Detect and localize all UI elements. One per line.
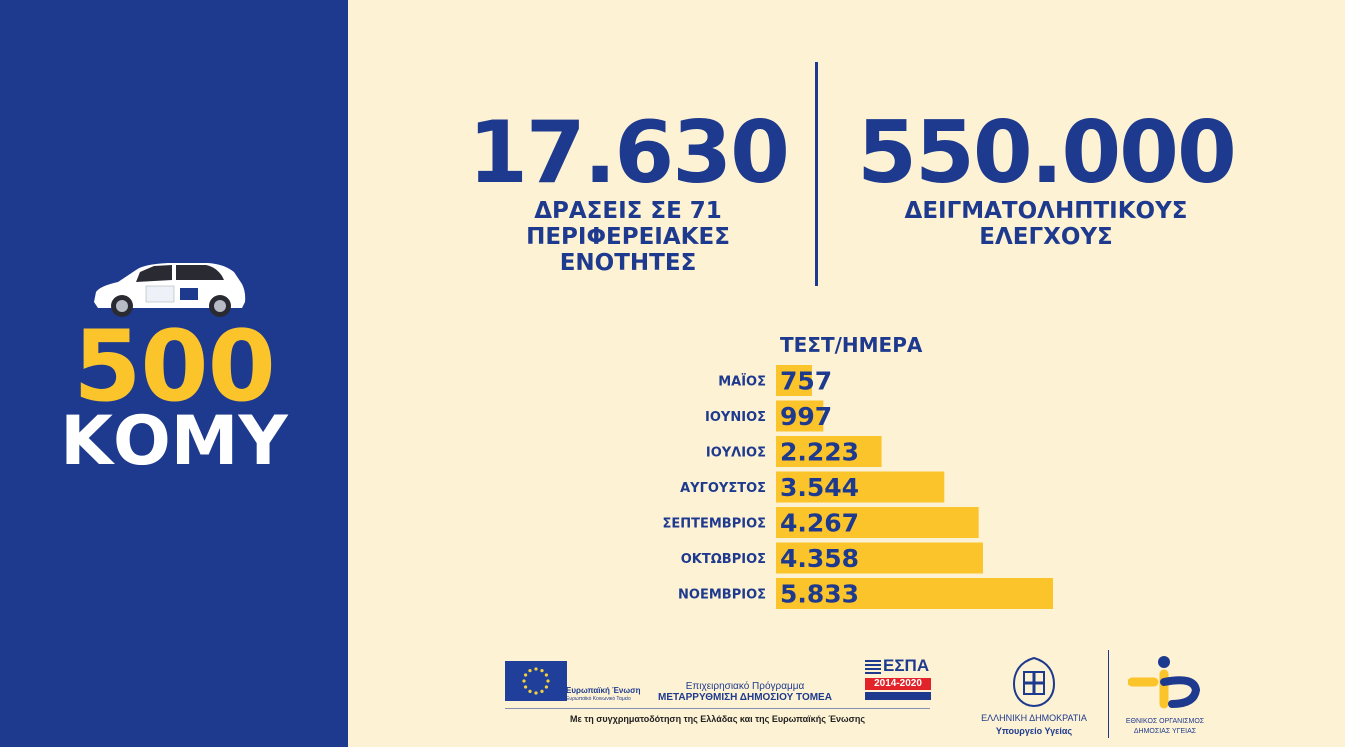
eu-star-icon [534, 667, 538, 671]
espa-years: 2014-2020 [874, 678, 922, 689]
stats-divider [815, 62, 818, 286]
eody-logo-icon [1128, 656, 1201, 709]
category-label: ΑΥΓΟΥΣΤΟΣ [680, 481, 766, 496]
eody-line1: ΕΘΝΙΚΟΣ ΟΡΓΑΝΙΣΜΟΣ [1125, 718, 1205, 725]
eu-star-icon [544, 685, 548, 689]
footer-divider [1108, 650, 1109, 738]
samples-stat: 550.000 ΔΕΙΓΜΑΤΟΛΗΠΤΙΚΟΥΣ ΕΛΕΓΧΟΥΣ [830, 110, 1262, 250]
samples-label: ΔΕΙΓΜΑΤΟΛΗΠΤΙΚΟΥΣ ΕΛΕΓΧΟΥΣ [904, 198, 1188, 250]
eu-flag-icon [505, 661, 567, 701]
value-label: 2.223 [780, 438, 859, 467]
value-label: 5.833 [780, 580, 859, 609]
eu-star-icon [540, 689, 544, 693]
category-label: ΙΟΥΝΙΟΣ [705, 410, 766, 425]
category-label: ΝΟΕΜΒΡΙΟΣ [678, 588, 766, 603]
komy-label: ΚΟΜΥ [60, 402, 288, 481]
eu-label: Ευρωπαϊκή Ένωση [566, 686, 641, 695]
cofinance-note: Με τη συγχρηματοδότηση της Ελλάδας και τ… [569, 714, 865, 724]
bar [776, 507, 979, 538]
value-label: 3.544 [780, 473, 859, 502]
category-label: ΣΕΠΤΕΜΒΡΙΟΣ [662, 517, 766, 532]
eu-star-icon [546, 679, 550, 683]
hellenic-emblem-icon [1012, 656, 1056, 708]
bar [776, 436, 882, 467]
value-label: 997 [780, 402, 832, 431]
eu-star-icon [534, 691, 538, 695]
espa-subbar [865, 692, 931, 700]
bar [776, 542, 983, 574]
republic-label: ΕΛΛΗΝΙΚΗ ΔΗΜΟΚΡΑΤΙΑ [981, 713, 1087, 723]
eu-star-icon [522, 679, 526, 683]
ministry-label: Υπουργείο Υγείας [995, 726, 1073, 736]
eu-star-icon [528, 689, 532, 693]
category-label: ΜΑΪΟΣ [718, 374, 766, 390]
espa-years-bar [865, 678, 931, 690]
actions-label: ΔΡΑΣΕΙΣ ΣΕ 71 ΠΕΡΙΦΕΡΕΙΑΚΕΣ ΕΝΟΤΗΤΕΣ [526, 198, 730, 276]
eody-line2: ΔΗΜΟΣΙΑΣ ΥΓΕΙΑΣ [1133, 728, 1197, 735]
espa-title: ΕΣΠΑ [883, 656, 930, 675]
eu-star-icon [524, 673, 528, 677]
program-line1: Επιχειρησιακό Πρόγραμμα [685, 681, 805, 692]
eu-star-icon [540, 669, 544, 673]
actions-stat: 17.630 ΔΡΑΣΕΙΣ ΣΕ 71 ΠΕΡΙΦΕΡΕΙΑΚΕΣ ΕΝΟΤΗ… [448, 110, 808, 276]
category-label: ΙΟΥΛΙΟΣ [706, 446, 766, 461]
value-label: 4.358 [780, 544, 859, 573]
espa-logo: ΕΣΠΑ 2014-2020 [865, 656, 931, 702]
bar [776, 471, 945, 503]
eu-star-icon [544, 673, 548, 677]
komy-count: 500 [73, 310, 276, 424]
bar [776, 578, 1053, 609]
value-label: 757 [780, 367, 832, 396]
eu-star-icon [524, 685, 528, 689]
samples-value: 550.000 [857, 103, 1237, 203]
eu-star-icon [528, 669, 532, 673]
category-label: ΟΚΤΩΒΡΙΟΣ [681, 552, 766, 567]
bar [776, 365, 812, 396]
bar [776, 400, 824, 432]
value-label: 4.267 [780, 509, 859, 538]
footer-rule [505, 708, 930, 709]
program-line2: ΜΕΤΑΡΡΥΘΜΙΣΗ ΔΗΜΟΣΙΟΥ ΤΟΜΕΑ [658, 692, 832, 703]
chart-title: ΤΕΣΤ/ΗΜΕΡΑ [780, 333, 923, 357]
left-panel: 500 ΚΟΜΥ [0, 0, 348, 747]
actions-value: 17.630 [468, 103, 790, 203]
car-icon [94, 263, 246, 317]
eu-sublabel: Ευρωπαϊκό Κοινωνικό Ταμείο [566, 696, 631, 702]
espa-flag-icon [865, 660, 881, 674]
